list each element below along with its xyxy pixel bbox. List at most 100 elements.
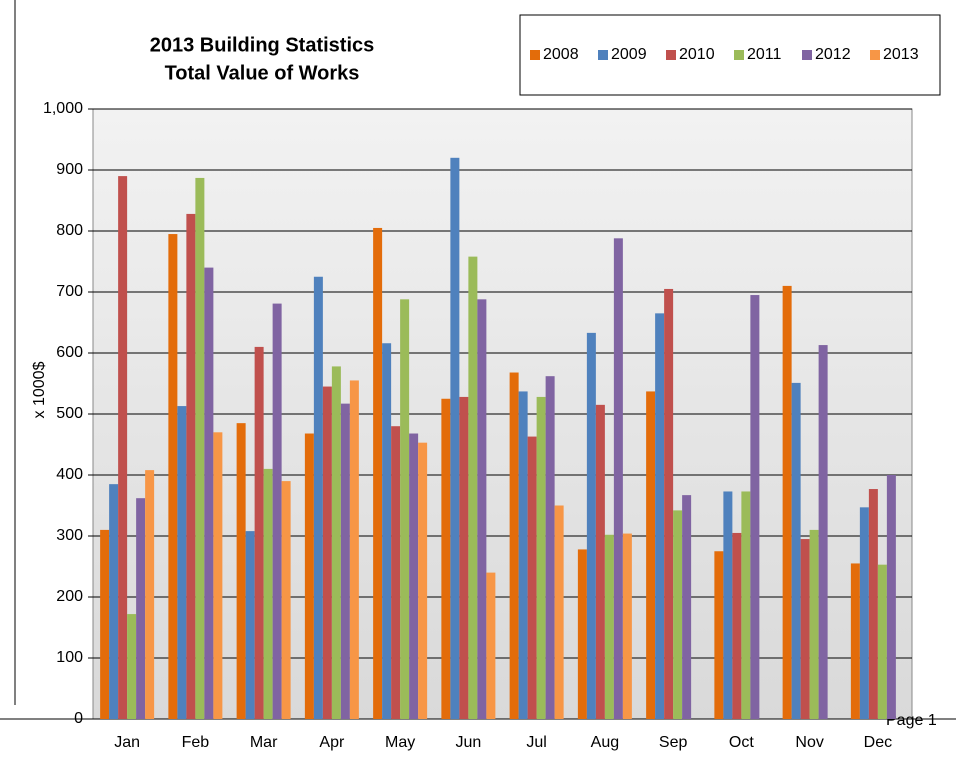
x-tick-label: Jan bbox=[114, 734, 140, 751]
y-tick-label: 700 bbox=[56, 283, 83, 300]
bar bbox=[186, 213, 196, 720]
bar bbox=[622, 533, 632, 719]
y-tick-label: 600 bbox=[56, 344, 83, 361]
bar bbox=[877, 564, 887, 719]
bar bbox=[595, 404, 605, 719]
page-number: Page 1 bbox=[886, 712, 937, 729]
y-tick-label: 400 bbox=[56, 466, 83, 483]
x-tick-label: May bbox=[385, 734, 415, 751]
legend-label: 2011 bbox=[747, 46, 782, 63]
chart-subtitle: Total Value of Works bbox=[165, 62, 360, 84]
legend-swatch bbox=[802, 50, 812, 60]
bar bbox=[459, 396, 469, 719]
x-tick-label: Jul bbox=[526, 734, 546, 751]
bar bbox=[800, 539, 810, 719]
bar bbox=[409, 433, 419, 719]
bar bbox=[673, 510, 683, 719]
bar bbox=[109, 484, 119, 719]
y-tick-label: 0 bbox=[74, 710, 83, 727]
bar bbox=[349, 380, 359, 719]
bar bbox=[136, 498, 146, 719]
bar bbox=[263, 468, 273, 719]
bar bbox=[441, 398, 451, 719]
bar bbox=[477, 299, 487, 719]
x-tick-label: Dec bbox=[864, 734, 892, 751]
bar bbox=[127, 614, 137, 719]
bar bbox=[723, 491, 733, 719]
legend-swatch bbox=[734, 50, 744, 60]
bar bbox=[391, 426, 401, 719]
legend-label: 2012 bbox=[815, 46, 851, 63]
legend-swatch bbox=[666, 50, 676, 60]
bar bbox=[450, 157, 460, 720]
y-tick-label: 300 bbox=[56, 527, 83, 544]
bar bbox=[145, 470, 155, 719]
y-axis-label: x 1000$ bbox=[31, 361, 48, 418]
x-tick-label: Mar bbox=[250, 734, 278, 751]
bar bbox=[486, 572, 496, 719]
bar bbox=[613, 238, 623, 719]
bar bbox=[859, 507, 869, 719]
bar bbox=[382, 343, 392, 719]
bar bbox=[554, 505, 564, 719]
bar bbox=[664, 288, 674, 719]
bar bbox=[340, 403, 350, 719]
bar bbox=[782, 285, 792, 719]
bar bbox=[313, 276, 323, 719]
legend-label: 2013 bbox=[883, 46, 919, 63]
chart-title: 2013 Building Statistics bbox=[150, 34, 375, 56]
legend-label: 2009 bbox=[611, 46, 647, 63]
bar bbox=[204, 267, 214, 719]
bar bbox=[545, 376, 555, 719]
legend-label: 2008 bbox=[543, 46, 579, 63]
bar bbox=[886, 475, 896, 719]
bar bbox=[373, 227, 383, 719]
y-tick-label: 200 bbox=[56, 588, 83, 605]
x-tick-label: Sep bbox=[659, 734, 688, 751]
bar bbox=[418, 442, 428, 719]
bar bbox=[655, 313, 665, 719]
bar bbox=[213, 432, 223, 719]
bar bbox=[577, 549, 587, 719]
bar bbox=[809, 529, 819, 719]
bar bbox=[682, 495, 692, 719]
bar bbox=[518, 391, 528, 719]
bar bbox=[118, 176, 128, 720]
y-tick-label: 500 bbox=[56, 405, 83, 422]
x-tick-label: Nov bbox=[795, 734, 823, 751]
bar bbox=[272, 303, 282, 719]
y-tick-label: 100 bbox=[56, 649, 83, 666]
bar bbox=[245, 531, 255, 719]
y-tick-label: 900 bbox=[56, 161, 83, 178]
legend-swatch bbox=[598, 50, 608, 60]
bar bbox=[818, 345, 828, 719]
bar bbox=[536, 396, 546, 719]
x-tick-label: Jun bbox=[455, 734, 481, 751]
bar bbox=[468, 256, 478, 719]
x-tick-label: Feb bbox=[182, 734, 210, 751]
bar bbox=[714, 551, 724, 719]
bar bbox=[281, 481, 291, 719]
bar bbox=[177, 406, 187, 719]
bar bbox=[236, 423, 246, 719]
bar bbox=[100, 529, 110, 719]
bar bbox=[850, 563, 860, 719]
x-tick-label: Oct bbox=[729, 734, 754, 751]
bar bbox=[732, 532, 742, 719]
bar bbox=[791, 382, 801, 719]
bar bbox=[741, 491, 751, 719]
bar bbox=[509, 372, 519, 719]
y-tick-label: 1,000 bbox=[43, 100, 83, 117]
bar bbox=[331, 366, 341, 719]
bar bbox=[586, 332, 596, 719]
legend-label: 2010 bbox=[679, 46, 715, 63]
bar bbox=[527, 436, 537, 719]
legend-swatch bbox=[870, 50, 880, 60]
bar bbox=[750, 295, 760, 719]
x-tick-label: Apr bbox=[319, 734, 345, 751]
bar bbox=[254, 346, 264, 719]
bar bbox=[868, 489, 878, 719]
bar bbox=[646, 391, 656, 719]
bar bbox=[604, 534, 614, 719]
